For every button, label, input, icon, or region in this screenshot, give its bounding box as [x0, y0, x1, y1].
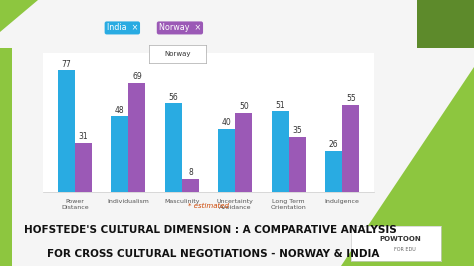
Text: FOR EDU: FOR EDU: [394, 247, 416, 252]
Text: * estimated: * estimated: [188, 203, 229, 210]
Bar: [128, 83, 146, 192]
Text: India  ×: India ×: [107, 23, 138, 32]
Text: Norway: Norway: [164, 51, 191, 57]
Text: HOFSTEDE'S CULTURAL DIMENSION : A COMPARATIVE ANALYSIS: HOFSTEDE'S CULTURAL DIMENSION : A COMPAR…: [24, 225, 396, 235]
Polygon shape: [0, 0, 38, 32]
Text: 26: 26: [329, 140, 338, 149]
Bar: [218, 129, 235, 192]
Text: 50: 50: [239, 102, 249, 111]
Text: 56: 56: [168, 93, 178, 102]
Bar: [164, 103, 182, 192]
Text: FOR CROSS CULTURAL NEGOTIATIONS - NORWAY & INDIA: FOR CROSS CULTURAL NEGOTIATIONS - NORWAY…: [47, 249, 380, 259]
Text: POWTOON: POWTOON: [379, 236, 421, 242]
Bar: [75, 143, 92, 192]
Bar: [325, 151, 342, 192]
Bar: [289, 136, 306, 192]
Text: Norway  ×: Norway ×: [159, 23, 201, 32]
Text: 31: 31: [79, 132, 88, 141]
Bar: [182, 179, 199, 192]
Bar: [342, 105, 359, 192]
Text: 51: 51: [275, 101, 285, 110]
Polygon shape: [341, 66, 474, 266]
Text: 69: 69: [132, 73, 142, 81]
Text: 40: 40: [222, 118, 232, 127]
Text: 8: 8: [188, 168, 193, 177]
Text: 48: 48: [115, 106, 125, 114]
Bar: [58, 70, 75, 192]
Text: 77: 77: [62, 60, 71, 69]
Text: 55: 55: [346, 94, 356, 103]
Bar: [272, 111, 289, 192]
Text: 35: 35: [292, 126, 302, 135]
Bar: [111, 116, 128, 192]
Bar: [235, 113, 253, 192]
